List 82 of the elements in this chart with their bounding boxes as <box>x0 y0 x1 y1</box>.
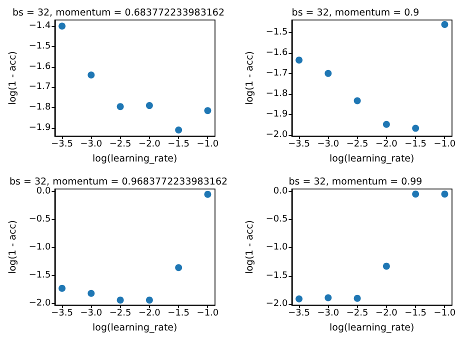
y-tick-label: −0.5 <box>28 214 51 224</box>
x-tick-label: −1.5 <box>404 140 427 150</box>
y-tick-label: −2.0 <box>266 130 288 140</box>
point <box>204 107 212 114</box>
point <box>58 284 66 292</box>
x-tick-label: −1.5 <box>168 308 190 319</box>
y-axis-title: log(1 - acc) <box>8 220 18 274</box>
point <box>116 296 124 304</box>
y-tick-label: −1.9 <box>266 110 288 120</box>
x-tick-label: −3.5 <box>51 308 73 319</box>
point <box>88 290 95 297</box>
x-tick-label: −2.0 <box>138 308 161 319</box>
point <box>412 124 420 132</box>
y-tick-label: −1.0 <box>266 242 288 253</box>
y-axis-title: log(1 - acc) <box>244 220 256 274</box>
y-tick-label: −2.0 <box>266 298 288 309</box>
point <box>116 103 124 110</box>
x-tick-label: −2.0 <box>376 140 398 150</box>
point <box>382 262 390 270</box>
point <box>204 190 212 198</box>
y-tick-label: −2.0 <box>28 298 52 308</box>
x-tick-label: −1.0 <box>196 308 219 319</box>
x-tick-label: −3.0 <box>317 140 340 150</box>
point <box>175 126 182 134</box>
y-tick-label: −1.8 <box>266 88 288 99</box>
x-tick-label: −1.0 <box>434 140 456 150</box>
point <box>296 295 303 302</box>
x-axis-title: log(learning_rate) <box>330 154 414 164</box>
point <box>146 102 153 110</box>
y-axis-title: log(1 - acc) <box>8 51 18 105</box>
x-tick-label: −3.5 <box>288 308 310 319</box>
y-tick-label: −1.5 <box>266 27 288 38</box>
x-axis-title: log(learning_rate) <box>92 154 178 164</box>
chart-title: bs = 32, momentum = 0.683772233983162 <box>12 8 225 18</box>
point <box>146 296 153 304</box>
x-tick-label: −2.0 <box>138 140 161 150</box>
x-tick-label: −3.5 <box>288 140 310 150</box>
y-tick-label: −1.5 <box>266 270 288 281</box>
point <box>58 22 66 30</box>
y-tick-label: −1.9 <box>28 122 52 133</box>
y-tick-label: −1.8 <box>28 102 52 113</box>
x-tick-label: −2.0 <box>376 308 398 319</box>
x-tick-label: −1.0 <box>196 140 219 150</box>
y-tick-label: −1.6 <box>28 62 52 72</box>
chart-title: bs = 32, momentum = 0.99 <box>288 176 422 188</box>
y-tick-label: −0.5 <box>266 214 288 224</box>
point <box>382 120 390 128</box>
x-tick-label: −1.5 <box>168 140 190 150</box>
point <box>175 264 182 272</box>
point <box>441 190 448 198</box>
y-tick-label: −1.0 <box>28 242 52 252</box>
chart-title: bs = 32, momentum = 0.9 <box>292 8 420 18</box>
y-tick-label: −1.7 <box>266 68 288 78</box>
x-tick-label: −1.5 <box>404 308 427 319</box>
x-tick-label: −2.5 <box>109 308 132 319</box>
point <box>324 70 332 77</box>
y-tick-label: 0.0 <box>273 186 288 196</box>
x-tick-label: −2.5 <box>109 140 132 150</box>
point <box>324 294 332 302</box>
x-axis-title: log(learning_rate) <box>92 322 178 334</box>
x-tick-label: −3.0 <box>317 308 340 319</box>
point <box>296 56 303 64</box>
y-tick-label: −1.5 <box>28 270 51 280</box>
x-tick-label: −2.5 <box>346 308 368 319</box>
y-tick-label: −1.4 <box>28 21 52 32</box>
x-tick-label: −2.5 <box>346 140 368 150</box>
y-tick-label: −1.5 <box>28 41 51 52</box>
x-tick-label: −3.0 <box>80 308 102 319</box>
chart-title: bs = 32, momentum = 0.9683772233983162 <box>9 176 228 188</box>
point <box>354 294 361 302</box>
x-tick-label: −3.5 <box>51 140 73 150</box>
y-tick-label: −1.6 <box>266 48 288 58</box>
y-axis-title: log(1 - acc) <box>244 51 256 105</box>
point <box>412 190 420 198</box>
point <box>88 71 95 78</box>
point <box>354 97 361 104</box>
x-tick-label: −3.0 <box>80 140 102 150</box>
point <box>441 21 448 28</box>
x-tick-label: −1.0 <box>434 308 456 319</box>
y-tick-label: −1.7 <box>28 82 51 92</box>
x-axis-title: log(learning_rate) <box>330 322 414 334</box>
y-tick-label: 0.0 <box>36 186 52 197</box>
